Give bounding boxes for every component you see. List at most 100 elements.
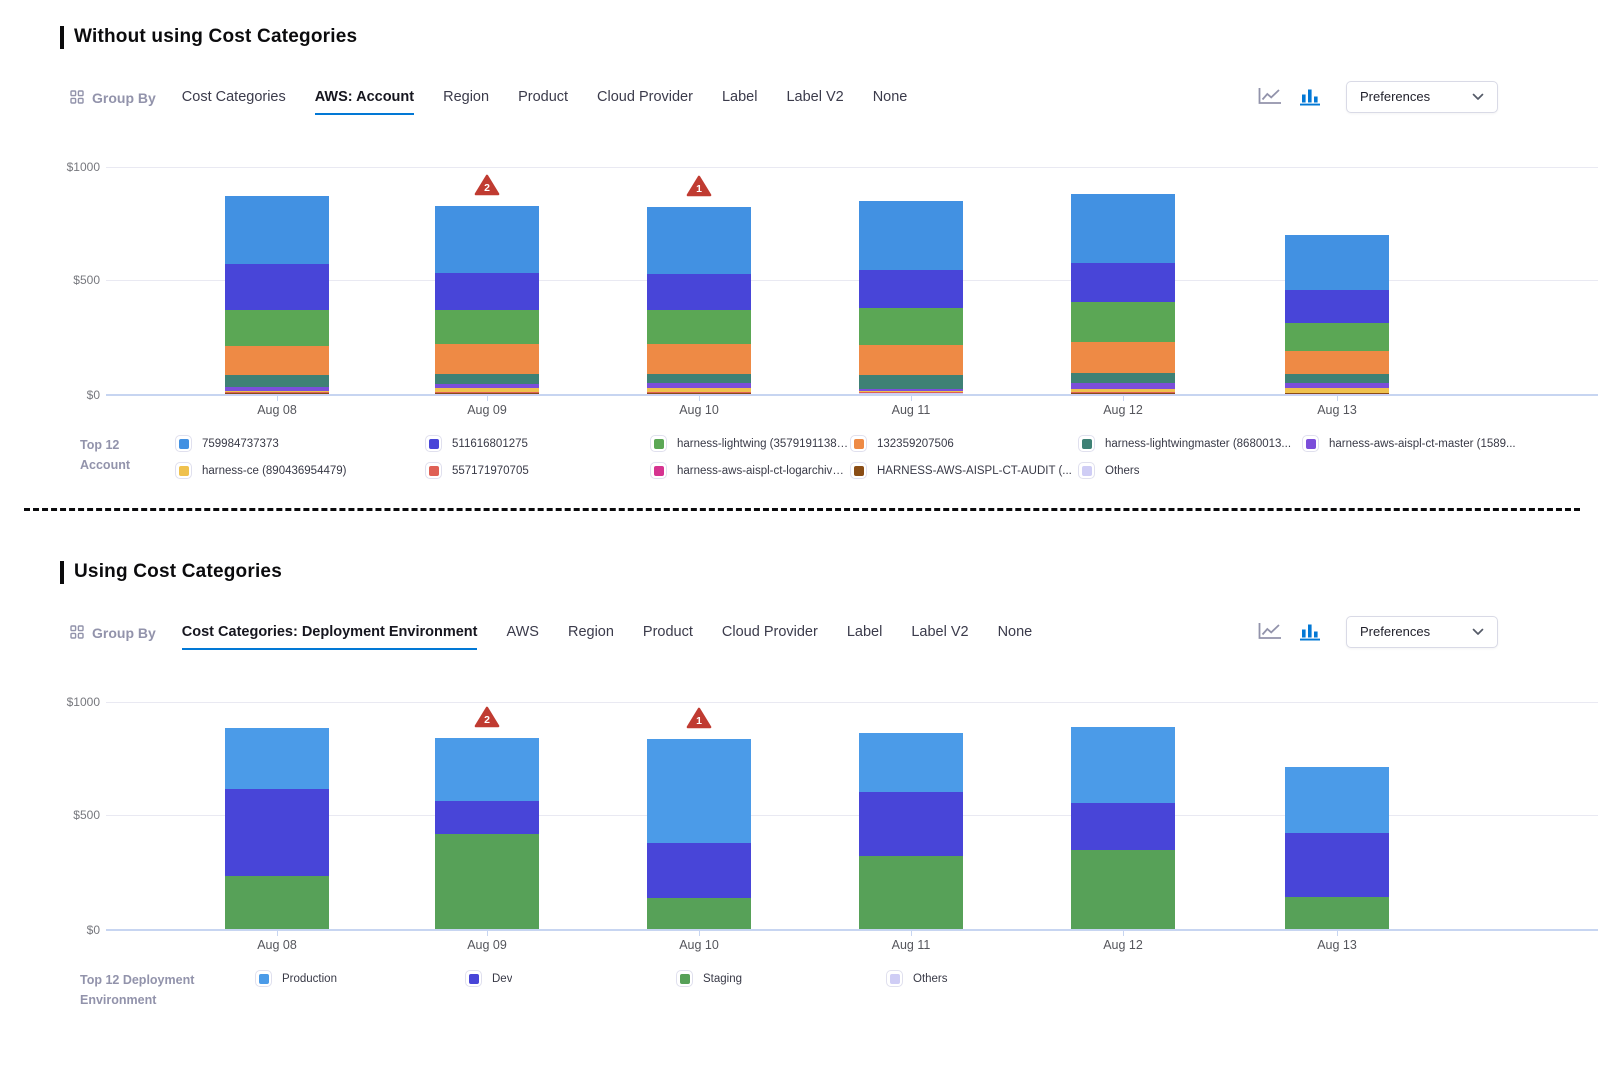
bar-segment[interactable] bbox=[1285, 235, 1389, 290]
legend-swatch bbox=[425, 435, 442, 452]
bar-segment[interactable] bbox=[647, 898, 751, 929]
tab-aws[interactable]: AWS bbox=[506, 624, 539, 650]
bar-segment[interactable] bbox=[225, 196, 329, 264]
tab-cloud-provider[interactable]: Cloud Provider bbox=[722, 624, 818, 650]
x-axis-tick-label: Aug 08 bbox=[207, 403, 347, 417]
bar-segment[interactable] bbox=[1071, 383, 1175, 390]
bar-segment[interactable] bbox=[435, 801, 539, 834]
bar-segment[interactable] bbox=[1285, 833, 1389, 897]
tab-cost-categories-deployment-environment[interactable]: Cost Categories: Deployment Environment bbox=[182, 624, 478, 650]
bar-segment[interactable] bbox=[225, 375, 329, 387]
bar-segment[interactable] bbox=[859, 856, 963, 928]
tab-none[interactable]: None bbox=[998, 624, 1033, 650]
bar-segment[interactable] bbox=[435, 273, 539, 310]
bar-segment[interactable] bbox=[647, 374, 751, 383]
tab-aws-account[interactable]: AWS: Account bbox=[315, 89, 414, 115]
bar-segment[interactable] bbox=[647, 207, 751, 274]
bar-segment[interactable] bbox=[647, 310, 751, 344]
bar-segment[interactable] bbox=[435, 834, 539, 928]
legend-item[interactable]: Staging bbox=[676, 970, 886, 988]
bar-segment[interactable] bbox=[647, 843, 751, 897]
warning-triangle-icon[interactable]: 1 bbox=[686, 175, 712, 202]
legend-item[interactable]: Dev bbox=[465, 970, 676, 988]
bar-segment[interactable] bbox=[1285, 323, 1389, 352]
bar-segment[interactable] bbox=[1071, 850, 1175, 928]
bar-segment[interactable] bbox=[859, 792, 963, 856]
bar-segment[interactable] bbox=[1071, 373, 1175, 383]
line-chart-icon[interactable] bbox=[1256, 85, 1284, 108]
bar-segment[interactable] bbox=[859, 345, 963, 375]
warning-triangle-icon[interactable]: 1 bbox=[686, 707, 712, 734]
tab-label[interactable]: Label bbox=[847, 624, 882, 650]
stacked-bar-aug-11 bbox=[859, 733, 963, 928]
bar-segment[interactable] bbox=[1071, 194, 1175, 263]
warning-triangle-icon[interactable]: 2 bbox=[474, 174, 500, 201]
tab-product[interactable]: Product bbox=[518, 89, 568, 115]
bar-segment[interactable] bbox=[225, 728, 329, 788]
bar-segment[interactable] bbox=[647, 274, 751, 309]
bar-segment[interactable] bbox=[1285, 374, 1389, 382]
bar-segment[interactable] bbox=[1071, 803, 1175, 850]
bar-segment[interactable] bbox=[859, 308, 963, 345]
group-by-label: Group By bbox=[92, 90, 156, 106]
page-title-2: Using Cost Categories bbox=[60, 561, 1598, 584]
bar-segment[interactable] bbox=[647, 344, 751, 374]
bar-segment[interactable] bbox=[859, 270, 963, 308]
bar-segment[interactable] bbox=[859, 733, 963, 792]
preferences-button[interactable]: Preferences bbox=[1346, 616, 1498, 648]
tab-cost-categories[interactable]: Cost Categories bbox=[182, 89, 286, 115]
warning-triangle-icon[interactable]: 2 bbox=[474, 706, 500, 733]
legend-item[interactable]: HARNESS-AWS-AISPL-CT-AUDIT (... bbox=[850, 462, 1078, 480]
legend-item[interactable]: harness-ce (890436954479) bbox=[175, 462, 425, 480]
bar-segment[interactable] bbox=[859, 201, 963, 270]
line-chart-icon[interactable] bbox=[1256, 620, 1284, 643]
legend-item[interactable]: harness-lightwing (357919113896) bbox=[650, 435, 850, 453]
bar-segment[interactable] bbox=[1071, 727, 1175, 803]
bar-segment[interactable] bbox=[435, 344, 539, 374]
tab-region[interactable]: Region bbox=[443, 89, 489, 115]
bar-segment[interactable] bbox=[1285, 897, 1389, 929]
legend-item[interactable]: Production bbox=[255, 970, 465, 988]
bar-segment[interactable] bbox=[225, 876, 329, 928]
tab-label[interactable]: Label bbox=[722, 89, 757, 115]
legend-item[interactable]: 557171970705 bbox=[425, 462, 650, 480]
bar-segment[interactable] bbox=[859, 375, 963, 389]
legend-item[interactable]: 132359207506 bbox=[850, 435, 1078, 453]
bar-segment[interactable] bbox=[1071, 302, 1175, 342]
legend-item[interactable]: Others bbox=[886, 970, 1598, 988]
bar-segment[interactable] bbox=[435, 738, 539, 801]
tab-none[interactable]: None bbox=[873, 89, 908, 115]
bar-chart-icon[interactable] bbox=[1297, 620, 1323, 643]
bar-segment[interactable] bbox=[647, 739, 751, 843]
bar-segment[interactable] bbox=[1285, 351, 1389, 374]
legend-item[interactable]: harness-aws-aispl-ct-master (1589... bbox=[1302, 435, 1598, 453]
legend-item[interactable]: Others bbox=[1078, 462, 1302, 480]
bar-segment[interactable] bbox=[435, 374, 539, 384]
tab-product[interactable]: Product bbox=[643, 624, 693, 650]
legend-item[interactable]: 759984737373 bbox=[175, 435, 425, 453]
bar-segment[interactable] bbox=[1071, 263, 1175, 302]
tab-label-v2[interactable]: Label V2 bbox=[911, 624, 968, 650]
tab-cloud-provider[interactable]: Cloud Provider bbox=[597, 89, 693, 115]
tab-region[interactable]: Region bbox=[568, 624, 614, 650]
preferences-button[interactable]: Preferences bbox=[1346, 81, 1498, 113]
legend-item[interactable]: 511616801275 bbox=[425, 435, 650, 453]
legend-item[interactable]: harness-aws-aispl-ct-logarchive (3... bbox=[650, 462, 850, 480]
stacked-bar-aug-11 bbox=[859, 201, 963, 394]
legend-swatch bbox=[850, 435, 867, 452]
bar-segment[interactable] bbox=[1071, 342, 1175, 372]
legend-item[interactable]: harness-lightwingmaster (8680013... bbox=[1078, 435, 1302, 453]
bar-segment[interactable] bbox=[225, 264, 329, 310]
bar-segment[interactable] bbox=[225, 789, 329, 877]
bar-chart-icon[interactable] bbox=[1297, 85, 1323, 108]
bar-segment[interactable] bbox=[225, 346, 329, 375]
legend-label: Production bbox=[282, 973, 337, 985]
tab-label-v2[interactable]: Label V2 bbox=[786, 89, 843, 115]
bar-segment[interactable] bbox=[435, 206, 539, 273]
bar-segment[interactable] bbox=[1285, 290, 1389, 322]
bar-segment[interactable] bbox=[225, 310, 329, 346]
bar-segment[interactable] bbox=[1285, 767, 1389, 833]
bar-segment[interactable] bbox=[435, 310, 539, 344]
